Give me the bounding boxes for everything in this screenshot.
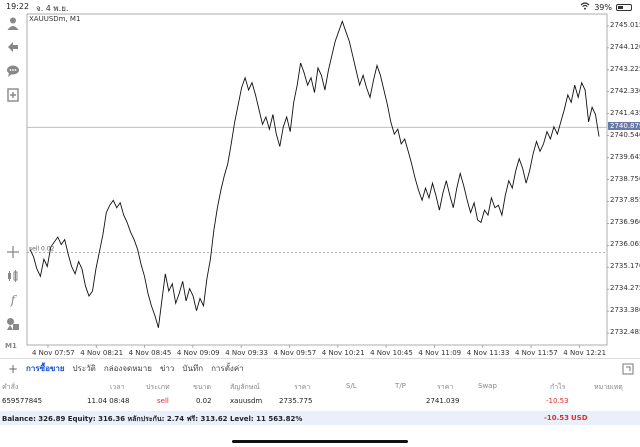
- y-tick-label: 2733.380: [610, 306, 640, 315]
- home-indicator: [232, 440, 408, 443]
- battery-icon: [616, 3, 632, 11]
- plot-frame: [26, 13, 608, 346]
- chat-icon[interactable]: [6, 64, 20, 78]
- wifi-icon: [580, 2, 590, 12]
- cell-time: 11.04 08:48: [87, 397, 130, 405]
- y-tick-label: 2741.435: [610, 108, 640, 117]
- x-tick-label: 4 Nov 09:09: [176, 349, 220, 357]
- function-icon[interactable]: f: [10, 293, 16, 307]
- x-tick-label: 4 Nov 10:45: [370, 349, 413, 357]
- orders-table-header: คำสั่ง เวลา ประเภท ขนาด สัญลักษณ์ ราคา S…: [0, 380, 640, 394]
- cell-profit: -10.53: [546, 397, 569, 405]
- x-tick-label: 4 Nov 11:09: [418, 349, 462, 357]
- x-tick-label: 4 Nov 07:57: [32, 349, 75, 357]
- bottom-tab-bar: + การซื้อขาย ประวัติ กล่องจดหมาย ข่าว บั…: [0, 358, 640, 378]
- y-tick-label: 2732.485: [610, 328, 640, 337]
- account-summary-bar: Balance: 326.89 Equity: 316.36 หลักประกั…: [0, 411, 640, 425]
- current-price-badge: 2740.879: [608, 122, 640, 131]
- y-tick-label: 2735.170: [610, 262, 640, 271]
- thumbs-icon[interactable]: [6, 40, 20, 54]
- header-size: ขนาด: [193, 383, 212, 391]
- y-tick-label: 2744.120: [610, 42, 640, 51]
- header-profit: กำไร: [550, 383, 566, 391]
- x-tick-label: 4 Nov 08:45: [128, 349, 172, 357]
- tab-trade[interactable]: การซื้อขาย: [26, 364, 65, 373]
- cell-order: 659577845: [2, 397, 43, 405]
- battery-percent: 39%: [594, 2, 612, 12]
- x-tick-label: 4 Nov 08:21: [80, 349, 124, 357]
- cell-size: 0.02: [196, 397, 212, 405]
- status-right: 39%: [580, 2, 632, 12]
- y-tick-label: 2738.750: [610, 174, 640, 183]
- header-price: ราคา: [294, 383, 311, 391]
- header-swap: Swap: [478, 382, 497, 390]
- entry-label: sell 0.02: [29, 245, 55, 252]
- expand-panel-icon[interactable]: [622, 363, 634, 375]
- crosshair-icon[interactable]: [6, 245, 20, 259]
- x-tick-label: 4 Nov 09:33: [225, 349, 268, 357]
- candles-icon[interactable]: [6, 269, 20, 283]
- account-summary: Balance: 326.89 Equity: 316.36 หลักประกั…: [2, 415, 303, 423]
- header-tp: T/P: [395, 382, 406, 390]
- tab-journal[interactable]: บันทึก: [182, 364, 204, 373]
- status-bar: 19:22 จ. 4 พ.ย. 39%: [0, 0, 640, 13]
- shapes-icon[interactable]: [6, 317, 20, 331]
- price-series-line: [29, 20, 600, 328]
- y-tick-label: 2742.330: [610, 86, 640, 95]
- header-comment: หมายเหตุ: [594, 383, 623, 391]
- person-icon[interactable]: [6, 16, 20, 30]
- tab-mailbox[interactable]: กล่องจดหมาย: [103, 364, 152, 373]
- add-document-icon[interactable]: [6, 88, 20, 102]
- x-tick-label: 4 Nov 12:21: [563, 349, 607, 357]
- cell-open-price: 2735.775: [279, 397, 313, 405]
- y-tick-label: 2739.645: [610, 152, 640, 161]
- status-time: 19:22: [6, 2, 30, 11]
- x-tick-label: 4 Nov 10:21: [321, 349, 365, 357]
- total-profit: -10.53: [544, 414, 570, 422]
- status-date: จ. 4 พ.ย.: [36, 4, 69, 13]
- tab-settings[interactable]: การตั้งค่า: [211, 364, 244, 373]
- x-tick-label: 4 Nov 11:33: [466, 349, 510, 357]
- x-tick-label: 4 Nov 11:57: [515, 349, 558, 357]
- tab-history[interactable]: ประวัติ: [72, 364, 96, 373]
- y-tick-label: 2736.065: [610, 240, 640, 249]
- table-row[interactable]: 659577845 11.04 08:48 sell 0.02 xauusdm …: [0, 395, 640, 409]
- header-sl: S/L: [346, 382, 357, 390]
- timeframe-label[interactable]: M1: [5, 342, 17, 350]
- currency-label: USD: [571, 414, 588, 422]
- chart-canvas[interactable]: sell 0.02: [26, 13, 640, 357]
- header-order: คำสั่ง: [2, 383, 19, 391]
- y-tick-label: 2734.275: [610, 284, 640, 293]
- chart-toolbar: f M1: [0, 13, 26, 357]
- y-tick-label: 2737.855: [610, 196, 640, 205]
- tab-news[interactable]: ข่าว: [159, 364, 175, 373]
- cell-type: sell: [157, 397, 169, 405]
- cell-current-price: 2741.039: [426, 397, 460, 405]
- add-tab-icon[interactable]: +: [7, 361, 19, 376]
- y-tick-label: 2736.960: [610, 218, 640, 227]
- header-current-price: ราคา: [437, 383, 454, 391]
- cell-symbol: xauusdm: [230, 397, 263, 405]
- price-chart[interactable]: sell 0.02 XAUUSDm, M1 2745.015 2744.120 27…: [26, 13, 640, 357]
- y-tick-label: 2743.225: [610, 64, 640, 73]
- chart-symbol-label: XAUUSDm, M1: [29, 15, 81, 23]
- y-tick-label: 2740.540: [610, 130, 640, 139]
- header-time: เวลา: [110, 383, 125, 391]
- y-tick-label: 2745.015: [610, 20, 640, 29]
- x-tick-label: 4 Nov 09:57: [273, 349, 317, 357]
- header-type: ประเภท: [146, 383, 170, 391]
- header-symbol: สัญลักษณ์: [230, 383, 260, 391]
